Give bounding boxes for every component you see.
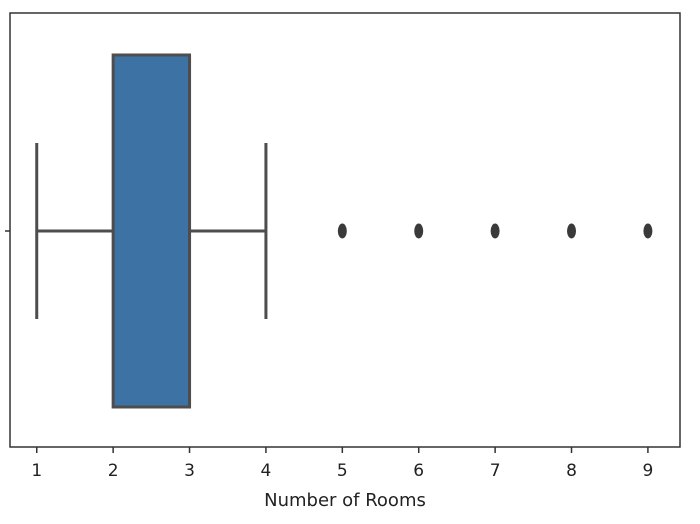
- x-tick-label: 3: [184, 461, 195, 481]
- plot-area: [5, 12, 681, 448]
- x-tick-label: 7: [490, 461, 501, 481]
- outlier-point: [337, 223, 347, 239]
- x-tick-label: 5: [337, 461, 348, 481]
- x-tick-label: 9: [642, 461, 653, 481]
- x-tick-label: 8: [566, 461, 577, 481]
- outlier-point: [567, 223, 577, 239]
- x-tick-label: 1: [31, 461, 42, 481]
- x-tick-label: 2: [108, 461, 119, 481]
- outlier-point: [490, 223, 500, 239]
- x-axis-ticks: 1 2 3 4 5 6 7 8 9: [31, 447, 653, 481]
- box-iqr: [111, 53, 192, 409]
- outlier-point: [643, 223, 653, 239]
- x-tick-label: 6: [413, 461, 424, 481]
- x-tick-label: 4: [261, 461, 272, 481]
- outlier-point: [414, 223, 424, 239]
- x-axis-label: Number of Rooms: [264, 490, 426, 511]
- axes-frame: [9, 12, 681, 448]
